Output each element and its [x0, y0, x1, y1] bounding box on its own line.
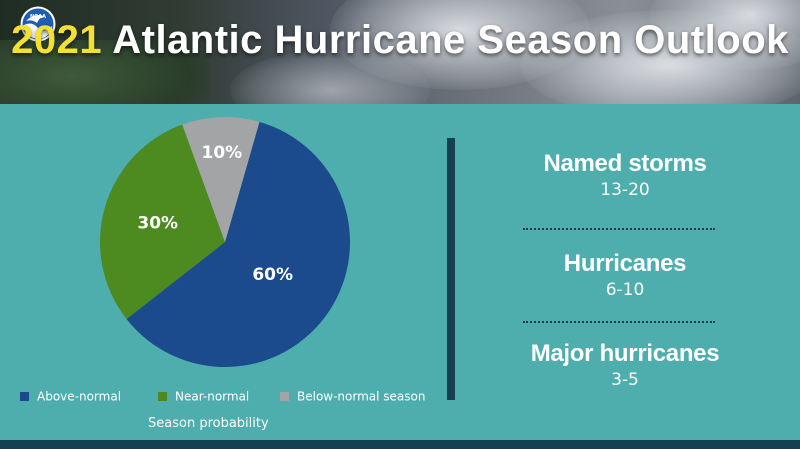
- chart-caption: Season probability: [148, 416, 269, 431]
- pie-slice-below-normal-season: [182, 117, 260, 242]
- stat-major-hurricanes: Major hurricanes 3-5: [520, 340, 730, 390]
- pie-data-label: 30%: [137, 214, 178, 234]
- stat-label: Named storms: [543, 150, 707, 177]
- legend-label: Above-normal: [37, 389, 122, 404]
- stat-label: Hurricanes: [563, 250, 687, 277]
- stat-value: 6-10: [605, 280, 645, 300]
- legend-swatch: [280, 392, 289, 401]
- svg-text:NOAA: NOAA: [30, 14, 46, 20]
- stat-separator: [523, 228, 715, 230]
- stat-value: 13-20: [600, 180, 650, 200]
- header-banner: NOAA 2021 Atlantic Hurricane Season Outl…: [0, 0, 800, 104]
- satellite-land: [0, 40, 210, 104]
- legend-swatch: [158, 392, 167, 401]
- title-year: 2021: [11, 18, 103, 62]
- stat-value: 3-5: [611, 370, 639, 390]
- pie-slice-above-normal: [126, 121, 350, 367]
- pie-slice-near-normal: [100, 124, 225, 319]
- pie-chart: 60% 30% 10%: [100, 117, 350, 367]
- pie-data-label: 10%: [202, 143, 243, 163]
- stat-separator: [523, 321, 715, 323]
- stat-label: Major hurricanes: [530, 340, 720, 367]
- legend-label: Below-normal season: [297, 389, 426, 404]
- noaa-logo-icon: NOAA: [20, 6, 56, 42]
- footer-band: [0, 440, 800, 449]
- stat-named-storms: Named storms 13-20: [520, 150, 730, 200]
- title-text: Atlantic Hurricane Season Outlook: [102, 18, 789, 62]
- legend-item-near-normal: Near-normal: [158, 389, 249, 404]
- legend-item-above-normal: Above-normal: [20, 389, 121, 404]
- stat-hurricanes: Hurricanes 6-10: [520, 250, 730, 300]
- legend-item-below-normal: Below-normal season: [280, 389, 425, 404]
- vertical-divider: [447, 138, 455, 400]
- page-title: 2021 Atlantic Hurricane Season Outlook: [0, 18, 800, 63]
- legend-swatch: [20, 392, 29, 401]
- legend-label: Near-normal: [175, 389, 250, 404]
- pie-data-label: 60%: [252, 265, 293, 285]
